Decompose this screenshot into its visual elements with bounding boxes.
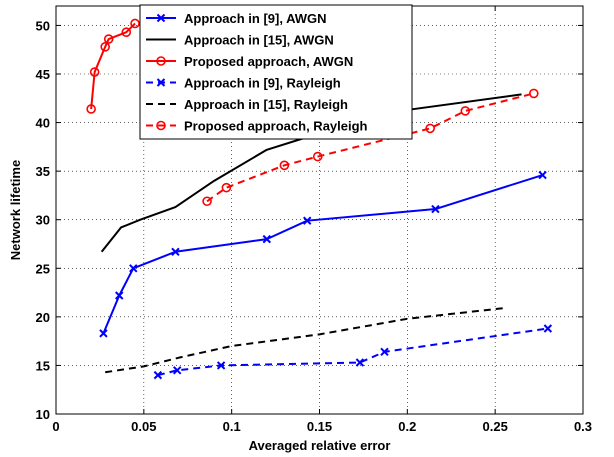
x-marker bbox=[216, 361, 226, 370]
circle-marker bbox=[121, 27, 132, 38]
legend-item: Approach in [15], Rayleigh bbox=[146, 97, 348, 112]
x-marker bbox=[153, 370, 163, 380]
circle-marker bbox=[156, 120, 166, 131]
series-5 bbox=[105, 307, 505, 374]
x-tick-label: 0.3 bbox=[574, 419, 592, 434]
y-tick-label: 10 bbox=[36, 407, 50, 422]
series-line bbox=[102, 174, 543, 334]
x-marker bbox=[431, 204, 440, 214]
circle-marker bbox=[100, 41, 110, 52]
circle-marker bbox=[103, 34, 114, 44]
series-4 bbox=[153, 324, 553, 380]
x-tick-label: 0.1 bbox=[223, 419, 241, 434]
x-marker bbox=[380, 347, 389, 357]
legend-item: Approach in [9], AWGN bbox=[146, 11, 327, 26]
circle-marker bbox=[202, 196, 212, 207]
legend-label: Approach in [15], Rayleigh bbox=[184, 97, 348, 112]
axes: 0 0.05 0.1 0.15 0.2 0.25 0.3 10 15 20 25 30 35 40 45 50 bbox=[36, 6, 592, 434]
legend: Approach in [9], AWGN Approach in [15], A… bbox=[139, 4, 413, 140]
x-tick-label: 0.15 bbox=[307, 419, 332, 434]
x-marker bbox=[129, 264, 138, 273]
x-marker bbox=[543, 324, 553, 333]
legend-label: Proposed approach, Rayleigh bbox=[184, 119, 368, 134]
x-marker bbox=[355, 358, 365, 367]
circle-marker bbox=[312, 151, 323, 162]
series-line bbox=[157, 327, 549, 377]
legend-label: Approach in [9], AWGN bbox=[184, 11, 327, 26]
y-tick-label: 20 bbox=[36, 310, 50, 325]
circle-marker bbox=[529, 88, 539, 99]
circle-marker bbox=[86, 104, 96, 114]
circle-marker bbox=[460, 106, 471, 116]
x-axis-label: Averaged relative error bbox=[249, 438, 391, 453]
circle-marker bbox=[89, 67, 100, 77]
legend-label: Proposed approach, AWGN bbox=[184, 54, 353, 69]
x-marker bbox=[156, 13, 166, 23]
x-marker bbox=[156, 78, 166, 87]
circle-marker bbox=[221, 182, 232, 193]
x-marker bbox=[171, 247, 180, 256]
x-tick-label: 0.05 bbox=[131, 419, 156, 434]
x-tick-label: 0.2 bbox=[398, 419, 416, 434]
circle-marker bbox=[279, 160, 290, 171]
legend-box bbox=[139, 4, 413, 140]
series-3 bbox=[86, 18, 140, 114]
y-axis-label: Network lifetime bbox=[8, 160, 23, 260]
y-tick-label: 30 bbox=[36, 213, 50, 228]
x-marker bbox=[262, 234, 272, 244]
y-tick-label: 50 bbox=[36, 18, 50, 33]
x-marker bbox=[538, 170, 547, 180]
y-tick-label: 15 bbox=[36, 358, 50, 373]
series-layer bbox=[86, 18, 553, 380]
y-tick-label: 45 bbox=[36, 67, 50, 82]
x-marker bbox=[173, 366, 182, 375]
circle-marker bbox=[130, 18, 140, 29]
x-tick-label: 0 bbox=[52, 419, 59, 434]
legend-item: Approach in [15], AWGN bbox=[146, 33, 334, 48]
legend-label: Approach in [15], AWGN bbox=[184, 33, 334, 48]
circle-marker bbox=[425, 123, 435, 134]
legend-label: Approach in [9], Rayleigh bbox=[184, 76, 341, 91]
series-1 bbox=[99, 170, 547, 338]
series-line bbox=[105, 307, 505, 374]
series-line bbox=[206, 92, 535, 203]
y-tick-label: 25 bbox=[36, 261, 50, 276]
series-6 bbox=[202, 88, 539, 207]
legend-item: Approach in [9], Rayleigh bbox=[146, 76, 341, 91]
x-tick-label: 0.25 bbox=[483, 419, 508, 434]
x-marker bbox=[302, 216, 312, 225]
legend-item: Proposed approach, AWGN bbox=[146, 54, 353, 69]
circle-marker bbox=[156, 56, 166, 66]
y-tick-label: 40 bbox=[36, 116, 50, 131]
x-marker bbox=[99, 329, 108, 338]
legend-item: Proposed approach, Rayleigh bbox=[146, 119, 368, 134]
y-tick-label: 35 bbox=[36, 164, 50, 179]
x-marker bbox=[115, 291, 124, 300]
